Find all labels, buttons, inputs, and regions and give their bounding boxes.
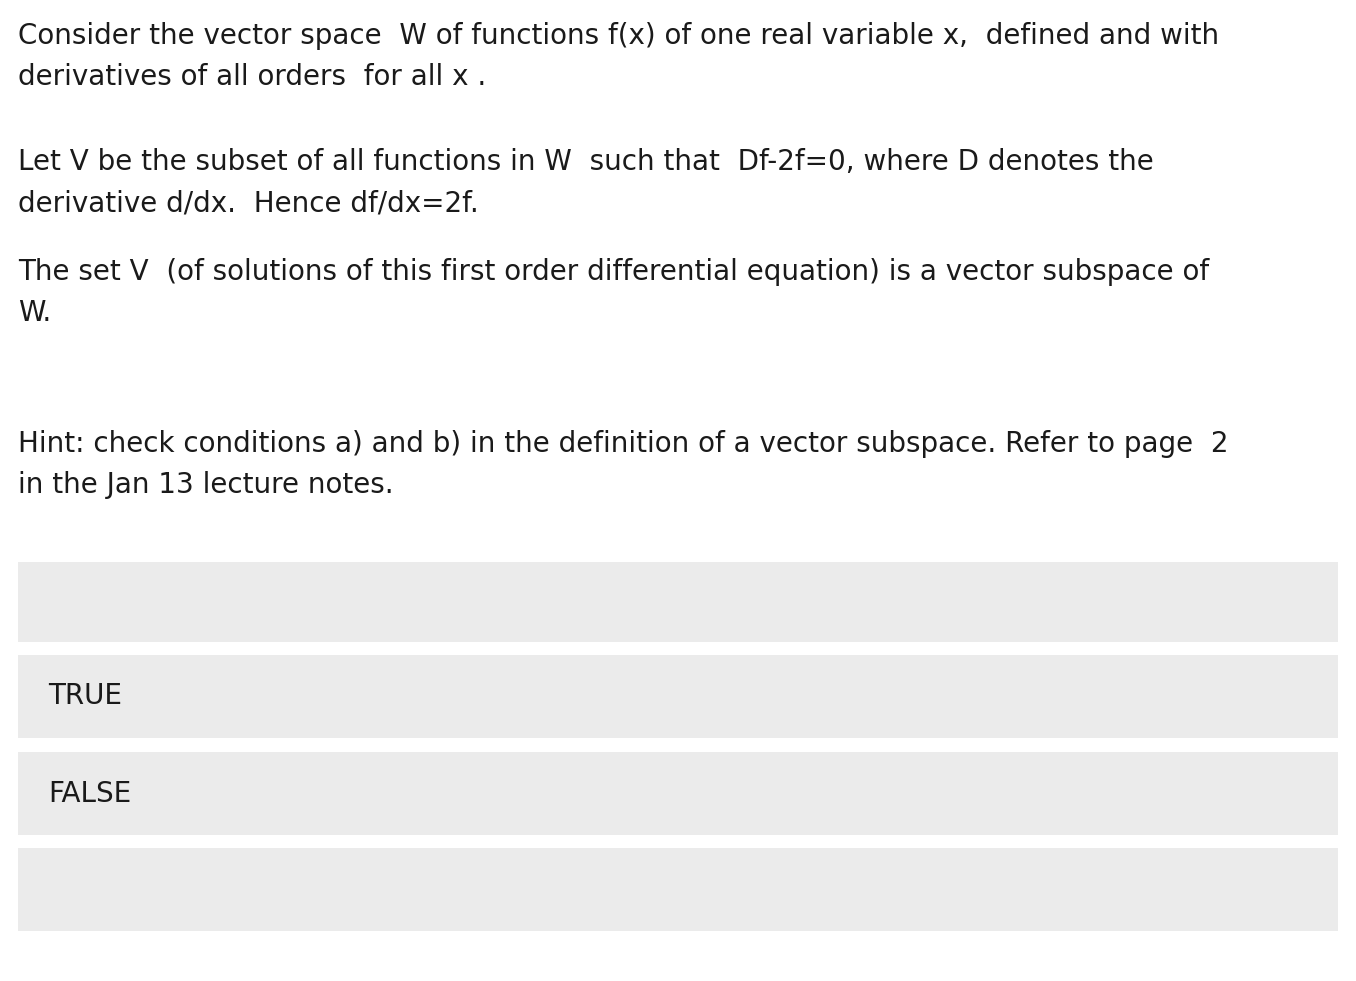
Text: FALSE: FALSE bbox=[47, 780, 132, 807]
Text: Consider the vector space  W of functions f(x) of one real variable x,  defined : Consider the vector space W of functions… bbox=[18, 22, 1219, 91]
Bar bbox=[18, 848, 1338, 931]
Bar bbox=[18, 752, 1338, 835]
Text: TRUE: TRUE bbox=[47, 683, 122, 710]
Bar bbox=[18, 655, 1338, 738]
Text: Hint: check conditions a) and b) in the definition of a vector subspace. Refer t: Hint: check conditions a) and b) in the … bbox=[18, 430, 1229, 499]
Text: Let V be the subset of all functions in W  such that  Df-2f=0, where D denotes t: Let V be the subset of all functions in … bbox=[18, 148, 1154, 217]
Bar bbox=[18, 562, 1338, 642]
Text: The set V  (of solutions of this first order differential equation) is a vector : The set V (of solutions of this first or… bbox=[18, 258, 1210, 328]
